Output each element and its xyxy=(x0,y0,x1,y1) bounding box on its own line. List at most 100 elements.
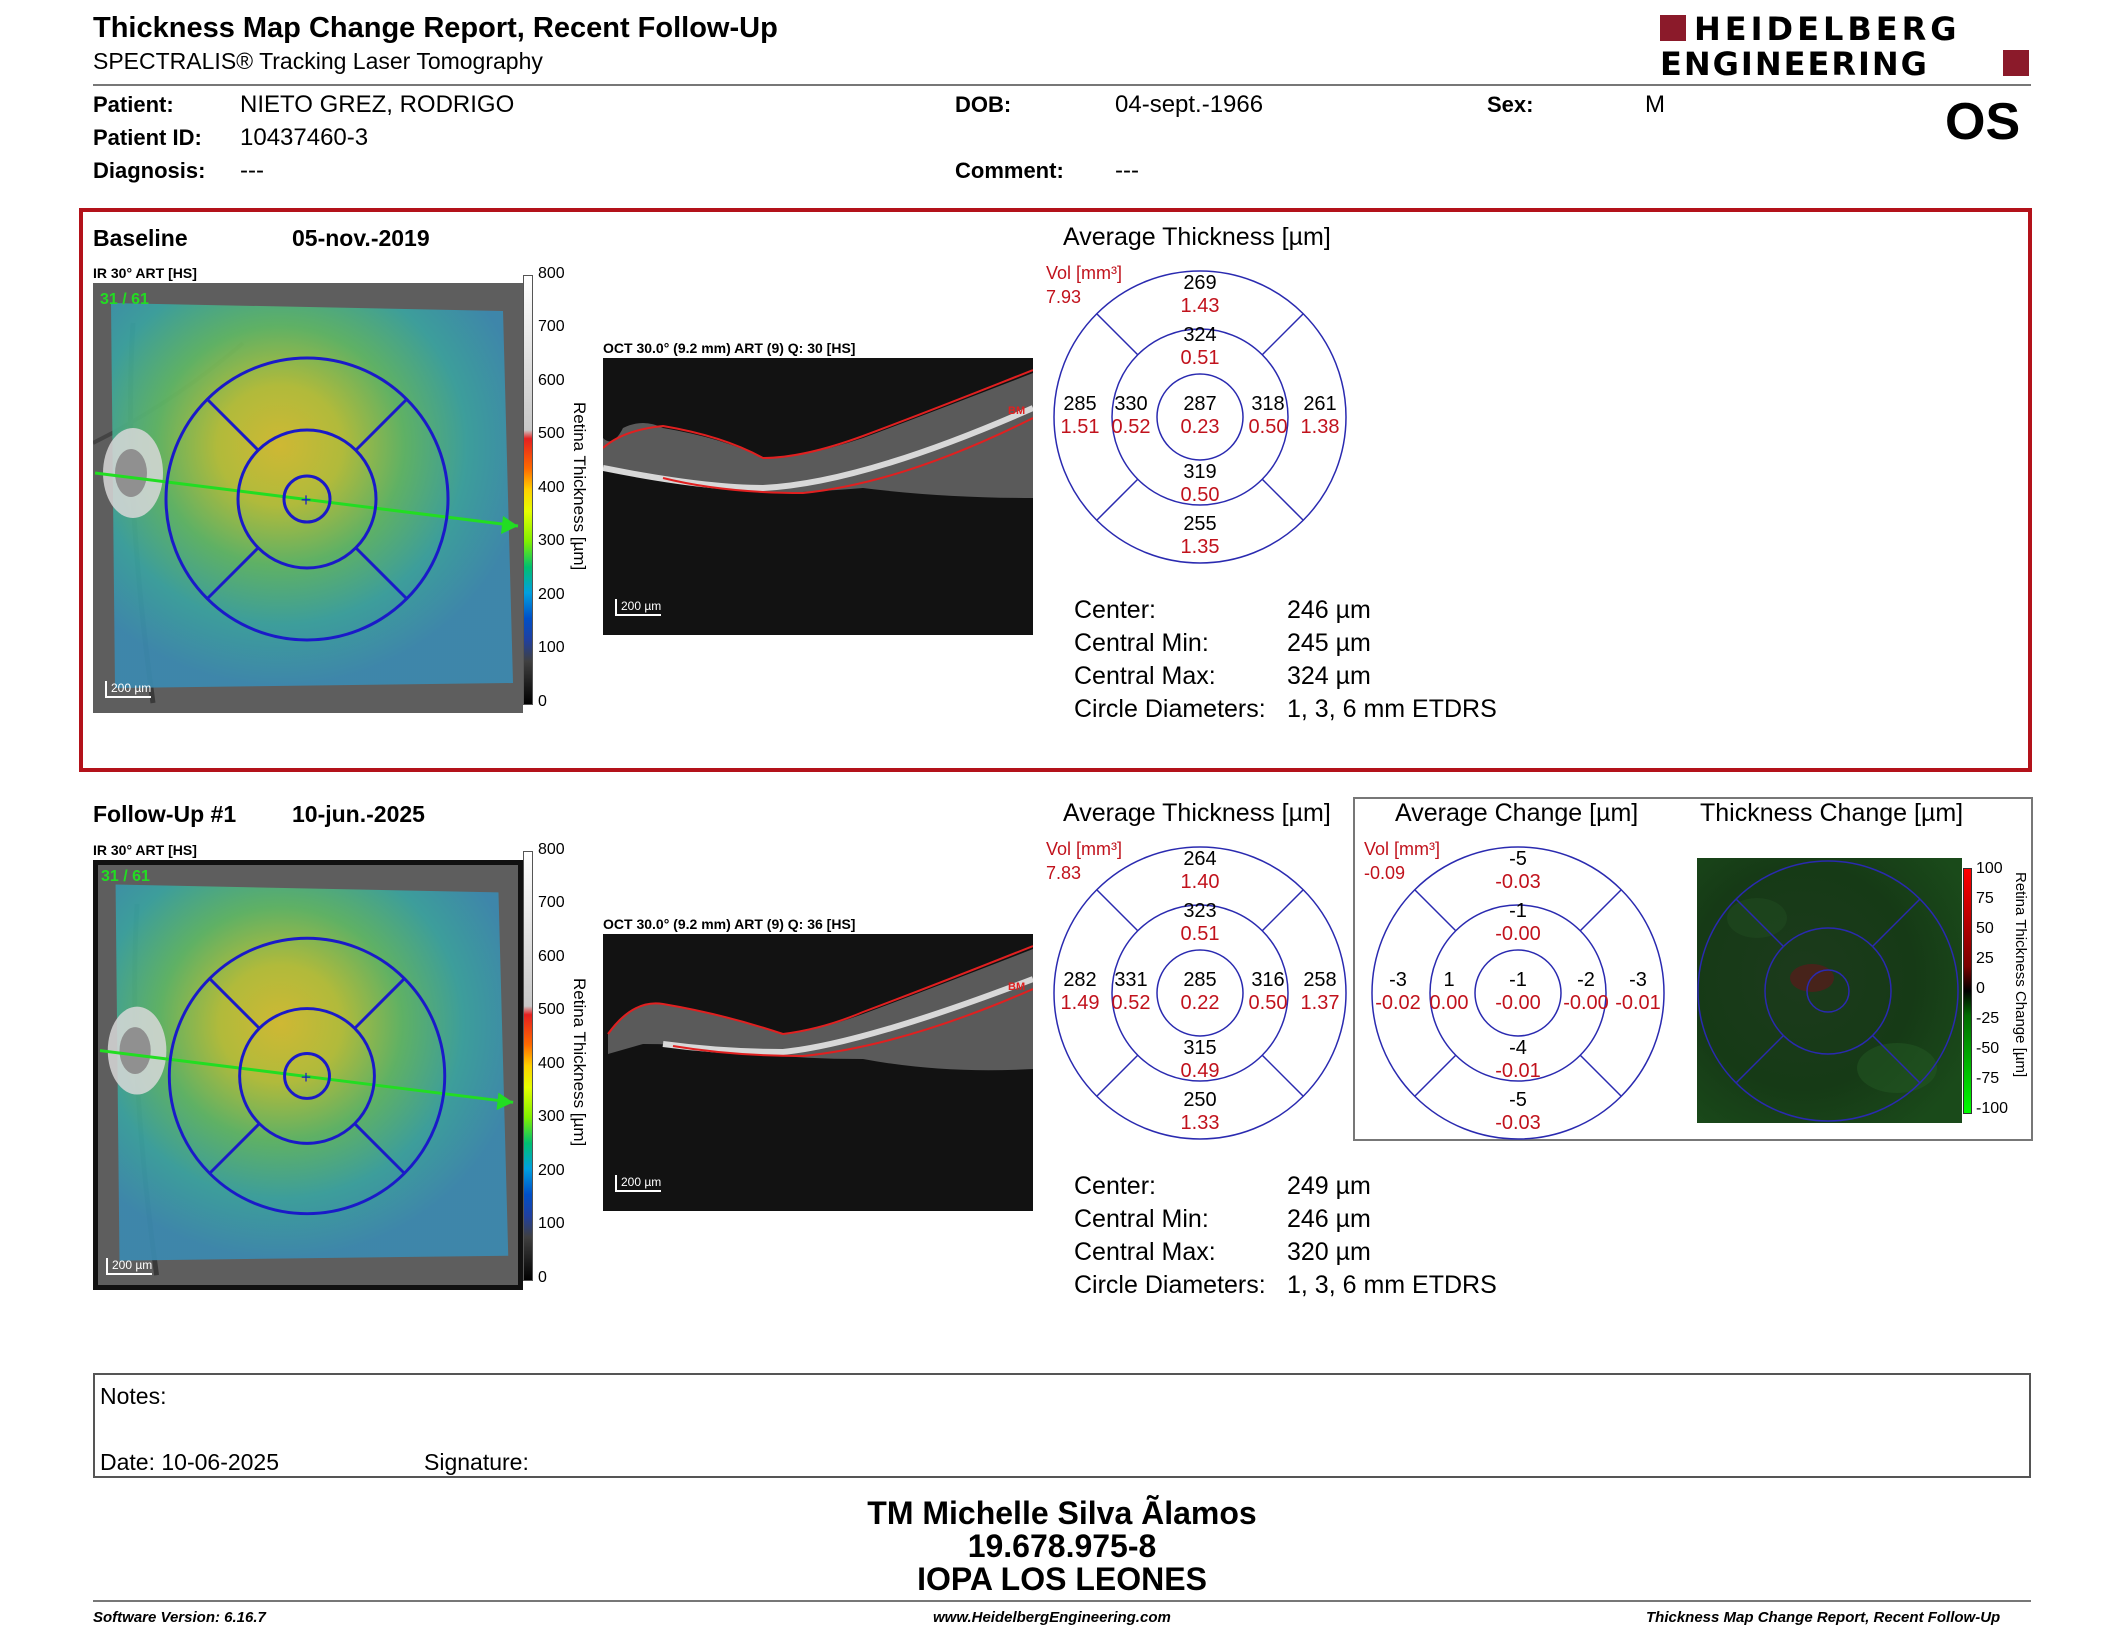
volume-change-value: -0.02 xyxy=(1375,992,1421,1014)
patient-id-label: Patient ID: xyxy=(93,125,202,150)
followup-colorbar-title: Retina Thickness [µm] xyxy=(570,978,589,1147)
comment-value: --- xyxy=(1115,157,1139,184)
change-cbar-tick: 100 xyxy=(1976,860,2003,877)
cbar-tick: 400 xyxy=(538,1055,565,1072)
baseline-oct-bscan: BM 200 µm xyxy=(603,358,1033,635)
baseline-vol-value: 7.93 xyxy=(1046,287,1082,307)
thickness-value: 285 xyxy=(1183,969,1217,991)
footer-report-title: Thickness Map Change Report, Recent Foll… xyxy=(1646,1609,2001,1626)
change-value: -1 xyxy=(1509,900,1527,922)
thickness-value: 282 xyxy=(1063,969,1097,991)
cbar-tick: 400 xyxy=(538,479,565,496)
volume-change-value: 0.00 xyxy=(1429,992,1469,1014)
baseline-sector-outer-top: 269 1.43 xyxy=(1172,272,1228,318)
followup-circ-value: 1, 3, 6 mm ETDRS xyxy=(1287,1271,1497,1299)
change-cbar-tick: 25 xyxy=(1976,950,1994,967)
signer-name: TM Michelle Silva Ãlamos xyxy=(867,1495,1257,1531)
svg-text:BM: BM xyxy=(1008,981,1025,993)
cbar-tick: 800 xyxy=(538,841,565,858)
change-sector-outer-left: -3 -0.02 xyxy=(1370,969,1426,1015)
change-value: -2 xyxy=(1577,969,1595,991)
baseline-sector-inner-bottom: 319 0.50 xyxy=(1172,461,1228,507)
change-sector-center: -1 -0.00 xyxy=(1490,969,1546,1015)
cbar-tick: 700 xyxy=(538,318,565,335)
svg-text:BM: BM xyxy=(1008,405,1025,417)
change-sector-outer-bottom: -5 -0.03 xyxy=(1490,1089,1546,1135)
baseline-sector-outer-right: 261 1.38 xyxy=(1292,393,1348,439)
followup-sector-inner-right: 316 0.50 xyxy=(1240,969,1296,1015)
cbar-tick: 200 xyxy=(538,586,565,603)
thickness-value: 324 xyxy=(1183,324,1217,346)
followup-max-value: 320 µm xyxy=(1287,1238,1371,1266)
baseline-oct-label: OCT 30.0° (9.2 mm) ART (9) Q: 30 [HS] xyxy=(603,340,856,356)
followup-sector-outer-left: 282 1.49 xyxy=(1052,969,1108,1015)
baseline-center-label: Center: xyxy=(1074,596,1156,624)
volume-value: 0.50 xyxy=(1248,416,1288,438)
volume-value: 1.37 xyxy=(1300,992,1340,1014)
volume-value: 0.23 xyxy=(1180,416,1220,438)
baseline-circ-value: 1, 3, 6 mm ETDRS xyxy=(1287,695,1497,723)
signer-org: IOPA LOS LEONES xyxy=(917,1561,1207,1597)
dob-label: DOB: xyxy=(955,92,1012,117)
volume-value: 0.50 xyxy=(1180,484,1220,506)
baseline-thickness-colorbar xyxy=(523,275,533,705)
thickness-value: 315 xyxy=(1183,1037,1217,1059)
baseline-avg-title: Average Thickness [µm] xyxy=(1063,223,1331,251)
change-cbar-tick: -75 xyxy=(1976,1070,2000,1087)
change-sector-inner-left: 1 0.00 xyxy=(1421,969,1477,1015)
followup-sector-inner-top: 323 0.51 xyxy=(1172,900,1228,946)
followup-oct-scale: 200 µm xyxy=(615,1175,662,1192)
logo-square-bottom xyxy=(2003,50,2029,76)
baseline-max-label: Central Max: xyxy=(1074,662,1216,690)
baseline-frame xyxy=(79,208,2032,772)
volume-change-value: -0.01 xyxy=(1495,1060,1541,1082)
followup-circ-label: Circle Diameters: xyxy=(1074,1271,1266,1299)
followup-etdrs-grid xyxy=(1053,846,1347,1140)
change-cbar-tick: 50 xyxy=(1976,920,1994,937)
baseline-max-value: 324 µm xyxy=(1287,662,1371,690)
followup-avg-title: Average Thickness [µm] xyxy=(1063,799,1331,827)
thickness-value: 331 xyxy=(1114,969,1148,991)
volume-value: 0.49 xyxy=(1180,1060,1220,1082)
change-value: -5 xyxy=(1509,1089,1527,1111)
thickness-value: 264 xyxy=(1183,848,1217,870)
change-sector-inner-bottom: -4 -0.01 xyxy=(1490,1037,1546,1083)
cbar-tick: 800 xyxy=(538,265,565,282)
followup-vol-value: 7.83 xyxy=(1046,863,1082,883)
report-title: Thickness Map Change Report, Recent Foll… xyxy=(93,12,778,44)
volume-value: 0.52 xyxy=(1111,992,1151,1014)
change-value: -1 xyxy=(1509,969,1527,991)
cbar-tick: 500 xyxy=(538,1001,565,1018)
volume-change-value: -0.00 xyxy=(1563,992,1609,1014)
followup-sector-inner-bottom: 315 0.49 xyxy=(1172,1037,1228,1083)
change-vol-value: -0.09 xyxy=(1364,863,1406,883)
report-subtitle: SPECTRALIS® Tracking Laser Tomography xyxy=(93,48,543,74)
followup-fundus-image: + 31 / 61 200 µm xyxy=(93,860,523,1290)
sex-value: M xyxy=(1645,91,1665,118)
baseline-date: 05-nov.-2019 xyxy=(292,225,430,251)
baseline-ir-label: IR 30° ART [HS] xyxy=(93,265,197,281)
change-value: -3 xyxy=(1389,969,1407,991)
baseline-colorbar-title: Retina Thickness [µm] xyxy=(570,402,589,571)
notes-box xyxy=(93,1373,2031,1478)
patient-label: Patient: xyxy=(93,92,174,117)
change-sector-outer-top: -5 -0.03 xyxy=(1490,848,1546,894)
volume-change-value: -0.00 xyxy=(1495,992,1541,1014)
comment-label: Comment: xyxy=(955,158,1064,183)
change-sector-inner-top: -1 -0.00 xyxy=(1490,900,1546,946)
change-cbar-tick: -100 xyxy=(1976,1100,2009,1117)
change-avg-title: Average Change [µm] xyxy=(1395,799,1639,827)
change-colorbar-ticks: 100 75 50 25 0 -25 -50 -75 -100 xyxy=(1976,860,2016,1122)
change-colorbar-title: Retina Thickness Change [µm] xyxy=(2012,872,2029,1078)
followup-max-label: Central Max: xyxy=(1074,1238,1216,1266)
cbar-tick: 500 xyxy=(538,425,565,442)
website-link[interactable]: www.HeidelbergEngineering.com xyxy=(933,1609,1171,1626)
patient-id: 10437460-3 xyxy=(240,124,369,151)
change-colorbar xyxy=(1963,868,1972,1114)
cbar-tick: 700 xyxy=(538,894,565,911)
logo-line2: ENGINEERING xyxy=(1660,45,1929,83)
volume-value: 1.33 xyxy=(1180,1112,1220,1134)
signer-id: 19.678.975-8 xyxy=(967,1528,1157,1564)
followup-sector-outer-right: 258 1.37 xyxy=(1292,969,1348,1015)
notes-label: Notes: xyxy=(100,1383,167,1409)
